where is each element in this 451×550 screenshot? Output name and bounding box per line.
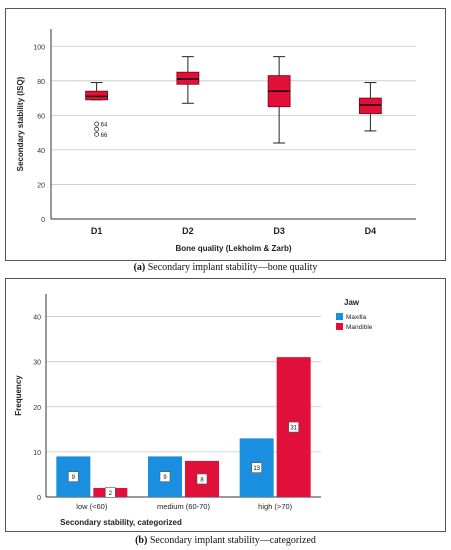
caption-b-text: Secondary implant stability—categorized — [147, 535, 316, 546]
legend-label-maxilla: Maxilla — [346, 314, 367, 321]
outlier-point — [94, 131, 100, 137]
x-axis-title: Bone quality (Lekholm & Zarb) — [175, 244, 291, 253]
caption-b-label: (b) — [135, 535, 148, 546]
data-label-box — [288, 421, 299, 433]
x-tick-label: D1 — [91, 226, 103, 236]
y-tick-label: 20 — [33, 405, 41, 412]
data-label-box — [105, 487, 116, 498]
x-tick-label: D3 — [273, 226, 285, 236]
y-axis-title: Secondary stability (ISQ) — [16, 76, 25, 171]
data-label: 9 — [72, 475, 76, 481]
x-tick-label: low (<60) — [76, 502, 108, 511]
data-label: 8 — [200, 477, 204, 483]
legend-label-mandible: Mandible — [346, 324, 373, 331]
x-tick-label: medium (60-70) — [157, 502, 210, 511]
y-tick-label: 10 — [33, 450, 41, 457]
boxplot-panel: 0 20 40 60 80 100 D1 D2 D3 D4 64 66 Bone quality (Le… — [5, 8, 446, 261]
outlier-label: 66 — [101, 133, 108, 139]
data-label-box — [196, 473, 208, 485]
outlier-label: 64 — [101, 123, 108, 129]
outlier-point — [94, 126, 100, 132]
barchart-panel: 0 10 20 30 40 9 2 low (<60) 9 8 medium (60-70) 13 31… — [5, 278, 446, 532]
data-label: 9 — [163, 475, 167, 481]
x-tick-label: high (>70) — [258, 502, 292, 511]
legend-swatch-maxilla — [336, 313, 343, 320]
caption-a-text: Secondary implant stability—bone quality — [145, 262, 318, 273]
y-tick-label: 100 — [33, 44, 45, 51]
y-tick-label: 40 — [37, 148, 45, 155]
data-label-box — [251, 462, 262, 473]
data-label: 31 — [290, 426, 297, 432]
data-label-box — [68, 471, 79, 482]
y-tick-label: 0 — [41, 217, 45, 224]
y-tick-label: 60 — [37, 113, 45, 120]
box-D1 — [85, 90, 109, 101]
y-tick-label: 80 — [37, 79, 45, 86]
x-tick-label: D4 — [365, 226, 377, 236]
legend-swatch-mandible — [336, 323, 343, 330]
y-tick-label: 20 — [37, 182, 45, 189]
outlier-point — [94, 121, 100, 127]
box-D2 — [176, 71, 200, 85]
y-tick-label: 30 — [33, 360, 41, 367]
y-tick-label: 40 — [33, 315, 41, 322]
data-label: 2 — [109, 491, 113, 497]
x-tick-label: D2 — [182, 226, 194, 236]
y-axis-title: Frequency — [14, 375, 23, 416]
boxplot-chart: 0 20 40 60 80 100 D1 D2 D3 D4 64 66 Bone quality (Le… — [16, 29, 416, 253]
box-D4 — [358, 97, 382, 115]
x-axis-title: Secondary stability, categorized — [60, 518, 182, 527]
data-label: 13 — [253, 466, 260, 472]
caption-a: (a) Secondary implant stability—bone qua… — [0, 262, 451, 273]
caption-a-label: (a) — [133, 262, 146, 273]
data-label-box — [159, 471, 171, 482]
caption-b: (b) Secondary implant stability—categori… — [0, 535, 451, 546]
legend-title: Jaw — [344, 298, 360, 307]
y-tick-label: 0 — [37, 495, 41, 502]
